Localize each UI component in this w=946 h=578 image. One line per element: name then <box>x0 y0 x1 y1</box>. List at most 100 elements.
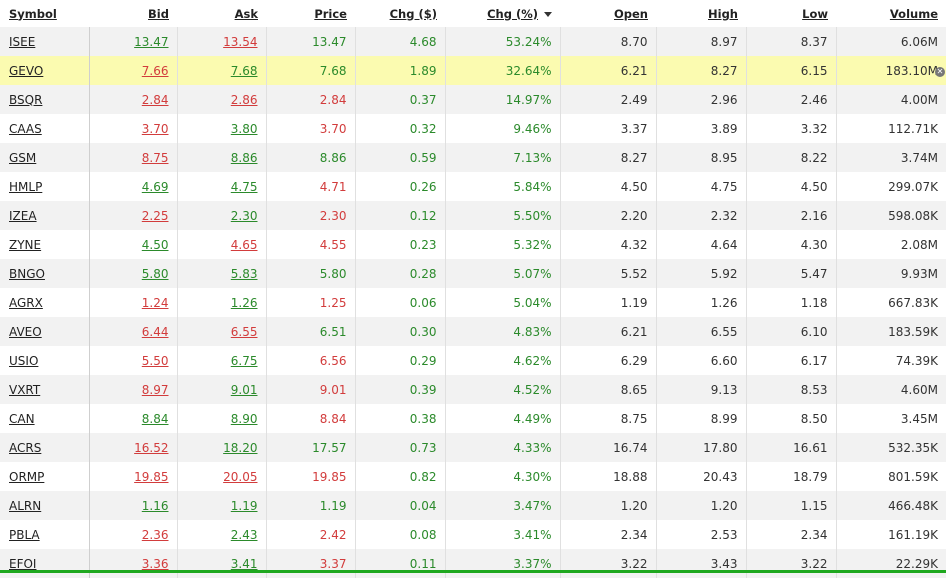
symbol-link[interactable]: PBLA <box>9 527 40 542</box>
table-row[interactable]: IZEA 2.25 2.30 2.30 0.12 5.50% 2.20 2.32 2.16 598… <box>0 201 946 230</box>
symbol-cell[interactable]: AGRX <box>0 288 89 317</box>
ask-cell[interactable]: 2.30 <box>176 201 266 230</box>
ask-cell[interactable]: 3.41 <box>176 549 266 578</box>
symbol-cell[interactable]: ACRS <box>0 433 89 462</box>
bid-cell[interactable]: 13.47 <box>88 27 177 56</box>
symbol-cell[interactable]: ZYNE <box>0 230 89 259</box>
symbol-link[interactable]: ACRS <box>9 440 42 455</box>
ask-cell[interactable]: 7.68 <box>176 56 266 85</box>
ask-cell[interactable]: 3.80 <box>176 114 266 143</box>
ask-cell[interactable]: 5.83 <box>176 259 266 288</box>
table-row[interactable]: EFOI 3.36 3.41 3.37 0.11 3.37% 3.22 3.43 3.22 22.… <box>0 549 946 578</box>
table-row[interactable]: ACRS 16.52 18.20 17.57 0.73 4.33% 16.74 17.80 16… <box>0 433 946 462</box>
bid-cell[interactable]: 1.16 <box>88 491 177 520</box>
table-row[interactable]: AVEO 6.44 6.55 6.51 0.30 4.83% 6.21 6.55 6.10 183… <box>0 317 946 346</box>
bid-cell[interactable]: 2.36 <box>88 520 177 549</box>
header-chg[interactable]: Chg ($) <box>389 6 437 21</box>
table-row[interactable]: BSQR 2.84 2.86 2.84 0.37 14.97% 2.49 2.96 2.46 4.… <box>0 85 946 114</box>
symbol-cell[interactable]: AVEO <box>0 317 89 346</box>
table-row[interactable]: ALRN 1.16 1.19 1.19 0.04 3.47% 1.20 1.20 1.15 466… <box>0 491 946 520</box>
bid-cell[interactable]: 2.25 <box>88 201 177 230</box>
bid-cell[interactable]: 3.36 <box>88 549 177 578</box>
table-row[interactable]: BNGO 5.80 5.83 5.80 0.28 5.07% 5.52 5.92 5.47 9.9… <box>0 259 946 288</box>
symbol-cell[interactable]: HMLP <box>0 172 89 201</box>
symbol-link[interactable]: AVEO <box>9 324 42 339</box>
bid-cell[interactable]: 19.85 <box>88 462 177 491</box>
table-row[interactable]: GEVO 7.66 7.68 7.68 1.89 32.64% 6.21 8.27 6.15 18… <box>0 56 946 85</box>
ask-cell[interactable]: 18.20 <box>176 433 266 462</box>
ask-cell[interactable]: 13.54 <box>176 27 266 56</box>
bid-cell[interactable]: 5.80 <box>88 259 177 288</box>
bid-cell[interactable]: 1.24 <box>88 288 177 317</box>
bid-cell[interactable]: 16.52 <box>88 433 177 462</box>
header-bid[interactable]: Bid <box>148 6 169 21</box>
ask-cell[interactable]: 4.65 <box>176 230 266 259</box>
header-low[interactable]: Low <box>802 6 828 21</box>
header-open[interactable]: Open <box>614 6 648 21</box>
bid-cell[interactable]: 8.84 <box>88 404 177 433</box>
ask-cell[interactable]: 9.01 <box>176 375 266 404</box>
ask-cell[interactable]: 8.86 <box>176 143 266 172</box>
bid-cell[interactable]: 3.70 <box>88 114 177 143</box>
header-high[interactable]: High <box>708 6 738 21</box>
bid-cell[interactable]: 6.44 <box>88 317 177 346</box>
symbol-cell[interactable]: IZEA <box>0 201 89 230</box>
bid-cell[interactable]: 2.84 <box>88 85 177 114</box>
symbol-link[interactable]: GSM <box>9 150 37 165</box>
table-row[interactable]: CAN 8.84 8.90 8.84 0.38 4.49% 8.75 8.99 8.50 3.45… <box>0 404 946 433</box>
ask-cell[interactable]: 8.90 <box>176 404 266 433</box>
ask-cell[interactable]: 20.05 <box>176 462 266 491</box>
symbol-link[interactable]: GEVO <box>9 63 44 78</box>
ask-cell[interactable]: 4.75 <box>176 172 266 201</box>
symbol-cell[interactable]: BNGO <box>0 259 89 288</box>
ask-cell[interactable]: 6.55 <box>176 317 266 346</box>
symbol-link[interactable]: ZYNE <box>9 237 42 252</box>
symbol-link[interactable]: AGRX <box>9 295 43 310</box>
symbol-link[interactable]: CAAS <box>9 121 42 136</box>
symbol-link[interactable]: ALRN <box>9 498 42 513</box>
bid-cell[interactable]: 8.75 <box>88 143 177 172</box>
symbol-link[interactable]: ISEE <box>9 34 36 49</box>
ask-cell[interactable]: 6.75 <box>176 346 266 375</box>
ask-cell[interactable]: 1.19 <box>176 491 266 520</box>
table-row[interactable]: VXRT 8.97 9.01 9.01 0.39 4.52% 8.65 9.13 8.53 4.6… <box>0 375 946 404</box>
table-row[interactable]: CAAS 3.70 3.80 3.70 0.32 9.46% 3.37 3.89 3.32 112… <box>0 114 946 143</box>
header-chgpct[interactable]: Chg (%) <box>445 0 560 27</box>
symbol-cell[interactable]: ORMP <box>0 462 89 491</box>
ask-cell[interactable]: 1.26 <box>176 288 266 317</box>
header-volume[interactable]: Volume <box>889 6 938 21</box>
symbol-cell[interactable]: BSQR <box>0 85 89 114</box>
bid-cell[interactable]: 8.97 <box>88 375 177 404</box>
table-row[interactable]: PBLA 2.36 2.43 2.42 0.08 3.41% 2.34 2.53 2.34 161… <box>0 520 946 549</box>
symbol-link[interactable]: ORMP <box>9 469 45 484</box>
table-row[interactable]: ORMP 19.85 20.05 19.85 0.82 4.30% 18.88 20.43 18… <box>0 462 946 491</box>
bid-cell[interactable]: 4.69 <box>88 172 177 201</box>
symbol-cell[interactable]: GEVO <box>0 56 89 85</box>
ask-cell[interactable]: 2.86 <box>176 85 266 114</box>
symbol-cell[interactable]: ISEE <box>0 27 89 56</box>
symbol-link[interactable]: CAN <box>9 411 35 426</box>
symbol-cell[interactable]: PBLA <box>0 520 89 549</box>
table-row[interactable]: HMLP 4.69 4.75 4.71 0.26 5.84% 4.50 4.75 4.50 299… <box>0 172 946 201</box>
symbol-link[interactable]: USIO <box>9 353 39 368</box>
header-symbol[interactable]: Symbol <box>9 6 57 21</box>
symbol-cell[interactable]: ALRN <box>0 491 89 520</box>
symbol-cell[interactable]: VXRT <box>0 375 89 404</box>
symbol-link[interactable]: IZEA <box>9 208 37 223</box>
symbol-cell[interactable]: GSM <box>0 143 89 172</box>
bid-cell[interactable]: 5.50 <box>88 346 177 375</box>
symbol-cell[interactable]: CAAS <box>0 114 89 143</box>
symbol-link[interactable]: EFOI <box>9 556 37 571</box>
symbol-cell[interactable]: CAN <box>0 404 89 433</box>
ask-cell[interactable]: 2.43 <box>176 520 266 549</box>
table-row[interactable]: AGRX 1.24 1.26 1.25 0.06 5.04% 1.19 1.26 1.18 667… <box>0 288 946 317</box>
table-row[interactable]: ISEE 13.47 13.54 13.47 4.68 53.24% 8.70 8.97 8.3… <box>0 27 946 56</box>
header-ask[interactable]: Ask <box>234 6 258 21</box>
remove-row-icon[interactable]: ✕ <box>935 67 945 77</box>
symbol-link[interactable]: BNGO <box>9 266 45 281</box>
header-price[interactable]: Price <box>314 6 347 21</box>
symbol-link[interactable]: BSQR <box>9 92 43 107</box>
bid-cell[interactable]: 4.50 <box>88 230 177 259</box>
table-row[interactable]: ZYNE 4.50 4.65 4.55 0.23 5.32% 4.32 4.64 4.30 2.0… <box>0 230 946 259</box>
table-row[interactable]: GSM 8.75 8.86 8.86 0.59 7.13% 8.27 8.95 8.22 3.74… <box>0 143 946 172</box>
